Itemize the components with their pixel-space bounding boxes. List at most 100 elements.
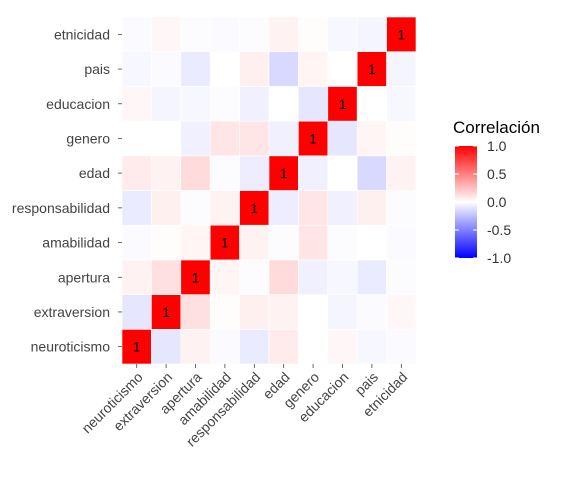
heatmap-cell-responsabilidad-amabilidad — [239, 224, 270, 261]
y-axis: neuroticismo extraversion apertura amabilid… — [12, 26, 122, 355]
heatmap-cell-genero-edad — [298, 155, 329, 191]
heatmap-cell-etnicidad-neuroticismo — [386, 328, 417, 365]
y-tick-label-etnicidad: etnicidad — [54, 26, 110, 42]
heatmap-cell-amabilidad-extraversion — [209, 294, 240, 330]
heatmap-cell-extraversion-pais — [151, 51, 182, 87]
heatmap-cell-pais-responsabilidad — [356, 190, 387, 226]
cell-value-label-apertura: 1 — [192, 269, 200, 285]
heatmap-cell-pais-pais — [356, 51, 387, 87]
heatmap-cell-genero-pais — [298, 51, 329, 87]
heatmap-cell-pais-etnicidad — [356, 16, 387, 53]
heatmap-cell-neuroticismo-responsabilidad — [121, 190, 152, 226]
cell-value-label-pais: 1 — [368, 61, 376, 77]
legend-tick-label-4: -1.0 — [487, 250, 511, 266]
cell-value-label-responsabilidad: 1 — [250, 200, 258, 216]
legend-tick-label-1: 0.5 — [487, 166, 507, 182]
heatmap-cell-responsabilidad-edad — [239, 155, 270, 191]
legend-tick-label-2: 0.0 — [487, 194, 507, 210]
heatmap-cell-educacion-neuroticismo — [327, 328, 358, 365]
heatmap-cell-amabilidad-etnicidad — [209, 16, 240, 53]
heatmap-cell-edad-educacion — [268, 86, 299, 122]
heatmap-cell-etnicidad-pais — [386, 51, 417, 87]
y-tick-label-genero: genero — [66, 130, 110, 146]
heatmap-cell-extraversion-etnicidad — [151, 16, 182, 53]
legend-tick-label-0: 1.0 — [487, 138, 507, 154]
heatmap-cell-extraversion-educacion — [151, 86, 182, 122]
cell-value-label-etnicidad: 1 — [397, 26, 405, 42]
heatmap-cell-educacion-extraversion — [327, 294, 358, 330]
heatmap-cell-pais-neuroticismo — [356, 328, 387, 365]
heatmap-cell-edad-apertura — [268, 259, 299, 295]
heatmap-cell-pais-apertura — [356, 259, 387, 295]
heatmap-cell-amabilidad-responsabilidad — [209, 190, 240, 226]
heatmap-cell-neuroticismo-etnicidad — [121, 16, 152, 53]
heatmap-cell-labels: 1 1 1 1 1 1 1 1 1 1 — [133, 26, 406, 354]
y-tick-label-educacion: educacion — [46, 96, 110, 112]
heatmap-cell-pais-educacion — [356, 86, 387, 122]
y-tick-label-pais: pais — [84, 61, 110, 77]
y-tick-label-responsabilidad: responsabilidad — [12, 200, 110, 216]
legend-tick-label-3: -0.5 — [487, 222, 511, 238]
heatmap-cell-genero-genero — [298, 120, 329, 157]
heatmap-cell-neuroticismo-genero — [121, 120, 152, 157]
heatmap-cell-extraversion-extraversion — [151, 294, 182, 330]
heatmap-cell-extraversion-edad — [151, 155, 182, 191]
heatmap-cell-educacion-genero — [327, 120, 358, 157]
heatmap-cell-edad-etnicidad — [268, 16, 299, 53]
cell-value-label-amabilidad: 1 — [221, 235, 229, 251]
heatmap-cell-amabilidad-apertura — [209, 259, 240, 295]
y-tick-label-amabilidad: amabilidad — [42, 235, 110, 251]
heatmap-cell-neuroticismo-apertura — [121, 259, 152, 295]
heatmap-cell-apertura-educacion — [180, 86, 211, 122]
heatmap-cell-extraversion-neuroticismo — [151, 328, 182, 365]
heatmap-cell-neuroticismo-extraversion — [121, 294, 152, 330]
heatmap-cell-genero-educacion — [298, 86, 329, 122]
legend-title: Correlación — [453, 118, 540, 137]
heatmap-cell-apertura-responsabilidad — [180, 190, 211, 226]
legend-colorbar — [455, 146, 477, 258]
cell-value-label-edad: 1 — [280, 165, 288, 181]
heatmap-cell-edad-edad — [268, 155, 299, 191]
heatmap-cell-extraversion-amabilidad — [151, 224, 182, 261]
heatmap-cell-etnicidad-educacion — [386, 86, 417, 122]
heatmap-cell-apertura-amabilidad — [180, 224, 211, 261]
cell-value-label-educacion: 1 — [339, 96, 347, 112]
heatmap-cell-genero-extraversion — [298, 294, 329, 330]
heatmap-cell-etnicidad-apertura — [386, 259, 417, 295]
heatmap-cell-responsabilidad-genero — [239, 120, 270, 157]
heatmap-cell-responsabilidad-etnicidad — [239, 16, 270, 53]
heatmap-cell-genero-amabilidad — [298, 224, 329, 261]
heatmap-cell-educacion-apertura — [327, 259, 358, 295]
heatmap-cell-edad-pais — [268, 51, 299, 87]
heatmap-cell-educacion-educacion — [327, 86, 358, 122]
heatmap-cell-apertura-edad — [180, 155, 211, 191]
color-legend: Correlación 1.0 0.5 0.0 -0.5 -1.0 — [453, 118, 540, 266]
heatmap-cell-responsabilidad-pais — [239, 51, 270, 87]
y-tick-label-extraversion: extraversion — [34, 304, 110, 320]
y-tick-label-edad: edad — [79, 165, 110, 181]
heatmap-cell-neuroticismo-edad — [121, 155, 152, 191]
heatmap-cell-etnicidad-etnicidad — [386, 16, 417, 53]
cell-value-label-extraversion: 1 — [162, 304, 170, 320]
heatmap-cell-edad-amabilidad — [268, 224, 299, 261]
heatmap-cell-educacion-etnicidad — [327, 16, 358, 53]
heatmap-cell-neuroticismo-educacion — [121, 86, 152, 122]
heatmap-cell-etnicidad-extraversion — [386, 294, 417, 330]
heatmap-cell-pais-edad — [356, 155, 387, 191]
heatmap-cell-neuroticismo-neuroticismo — [121, 328, 152, 365]
heatmap-cell-genero-neuroticismo — [298, 328, 329, 365]
heatmap-cell-extraversion-apertura — [151, 259, 182, 295]
heatmap-cell-amabilidad-educacion — [209, 86, 240, 122]
heatmap-cell-extraversion-genero — [151, 120, 182, 157]
heatmap-cell-neuroticismo-pais — [121, 51, 152, 87]
heatmap-cell-responsabilidad-educacion — [239, 86, 270, 122]
heatmap-cell-amabilidad-genero — [209, 120, 240, 157]
heatmap-cell-amabilidad-neuroticismo — [209, 328, 240, 365]
cell-value-label-genero: 1 — [309, 130, 317, 146]
heatmap-cell-apertura-pais — [180, 51, 211, 87]
heatmap-cell-apertura-genero — [180, 120, 211, 157]
heatmap-cell-etnicidad-genero — [386, 120, 417, 157]
heatmap-cell-edad-neuroticismo — [268, 328, 299, 365]
